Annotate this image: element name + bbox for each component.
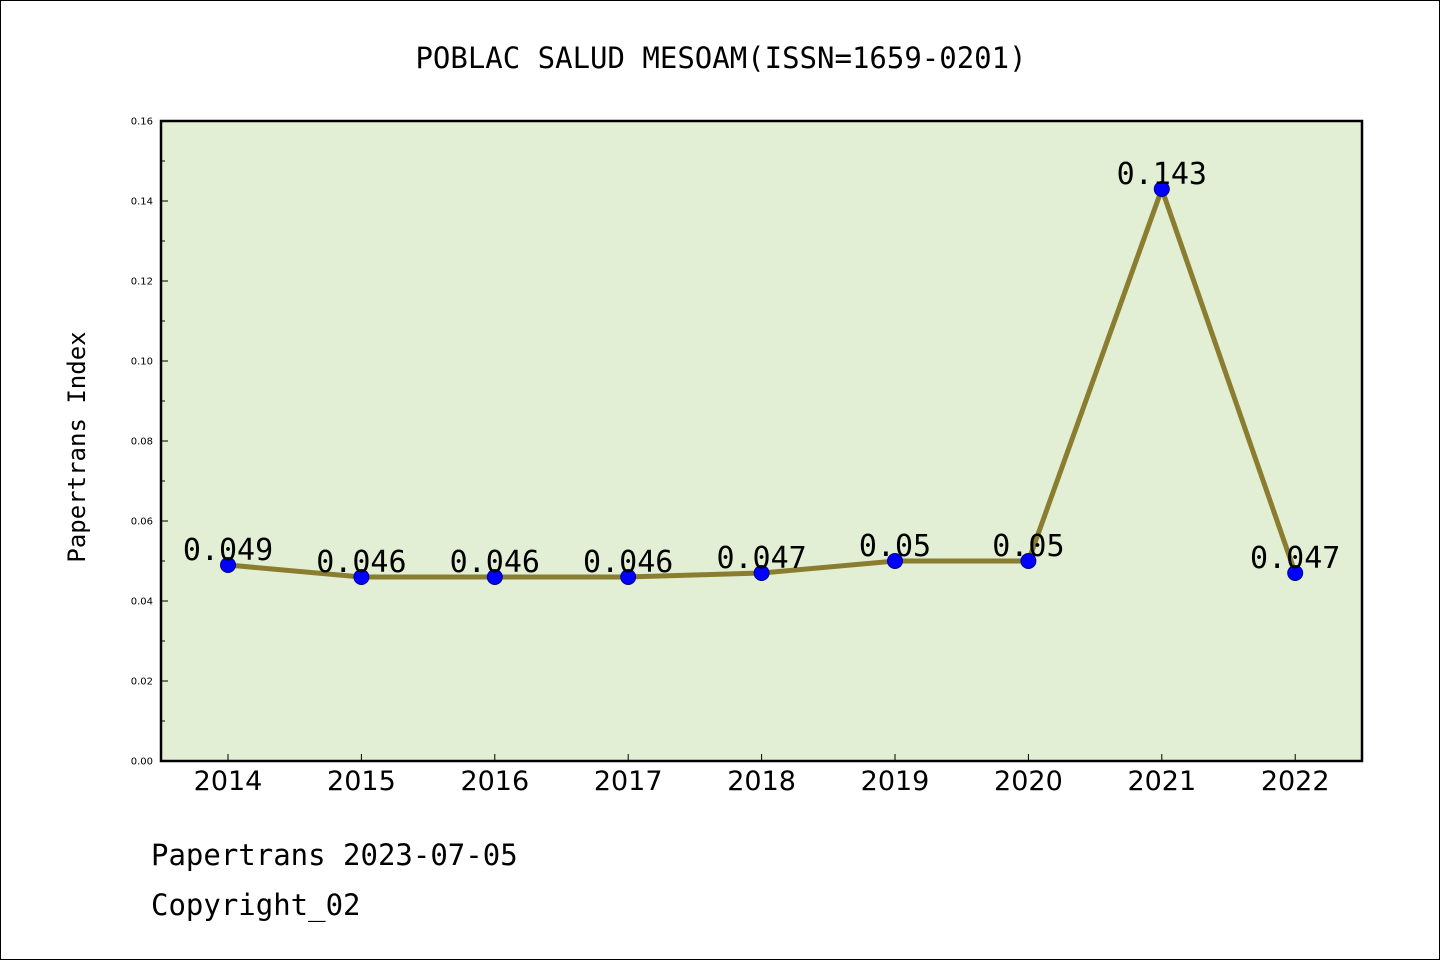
data-label: 0.047 <box>716 541 806 576</box>
data-point <box>220 557 236 573</box>
data-labels-group: 0.049 0.046 0.046 0.046 0.047 0.05 0.05 0.143 0.… <box>183 157 1341 580</box>
y-tick-label: 0.04 <box>131 597 153 608</box>
x-tick-label: 2022 <box>1261 766 1330 797</box>
chart-title: POBLAC SALUD MESOAM(ISSN=1659-0201) <box>415 41 1026 75</box>
x-tick-label: 2018 <box>727 766 796 797</box>
y-tick-label: 0.08 <box>131 437 153 448</box>
x-tick-label: 2019 <box>861 766 930 797</box>
data-label: 0.049 <box>183 533 273 568</box>
x-tick-label: 2015 <box>327 766 396 797</box>
data-point <box>753 565 770 581</box>
data-point <box>1153 181 1170 197</box>
data-label: 0.05 <box>992 529 1064 564</box>
y-tick-label: 0.16 <box>131 117 153 128</box>
data-point <box>353 569 370 585</box>
footer-date: Papertrans 2023-07-05 <box>151 838 518 872</box>
plot-area <box>159 119 1364 763</box>
data-label: 0.047 <box>1250 541 1340 576</box>
data-point <box>1287 565 1304 581</box>
footer-copyright: Copyright_02 <box>151 888 361 923</box>
x-tick-label: 2017 <box>594 766 663 797</box>
x-tick-label: 2016 <box>460 766 529 797</box>
data-point <box>486 569 503 585</box>
x-tick-label: 2014 <box>194 766 263 797</box>
y-tick-label: 0.06 <box>131 517 153 528</box>
y-axis-ticks: 0.00 0.02 0.04 0.06 0.08 0.10 0.12 0.14 0.16 <box>131 117 168 768</box>
data-label: 0.143 <box>1117 157 1207 192</box>
y-tick-label: 0.10 <box>131 357 153 368</box>
data-point <box>1020 553 1037 569</box>
data-point <box>620 569 637 585</box>
y-tick-label: 0.00 <box>131 757 153 768</box>
x-axis-ticks: 2014 2015 2016 2017 2018 2019 2020 2021 2022 <box>194 754 1330 797</box>
data-point <box>887 553 903 569</box>
data-label: 0.046 <box>316 545 406 580</box>
y-tick-label: 0.14 <box>131 197 153 208</box>
x-tick-label: 2021 <box>1127 766 1196 797</box>
y-tick-label: 0.02 <box>131 677 153 688</box>
data-label: 0.05 <box>859 529 931 564</box>
y-axis-label: Papertrans Index <box>63 331 91 562</box>
data-label: 0.046 <box>583 545 673 580</box>
x-tick-label: 2020 <box>994 766 1063 797</box>
data-label: 0.046 <box>450 545 540 580</box>
series-points-group <box>220 181 1304 585</box>
y-tick-label: 0.12 <box>131 277 153 288</box>
